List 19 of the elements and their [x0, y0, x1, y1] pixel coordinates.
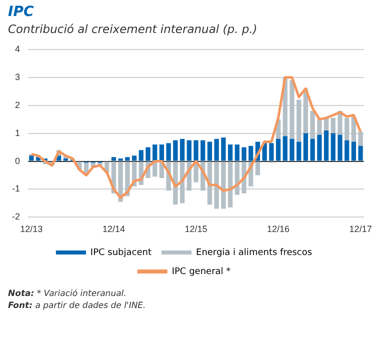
- chart-title: IPC: [8, 4, 35, 20]
- y-tick-label: 3: [14, 72, 20, 82]
- y-tick-label: 0: [14, 156, 20, 166]
- y-tick-label: -2: [12, 212, 20, 222]
- x-tick-label: 12/16: [267, 224, 290, 234]
- x-tick-label: 12/13: [20, 224, 43, 234]
- chart-subtitle: Contribució al creixement interanual (p. p.): [8, 22, 258, 36]
- y-tick-label: 2: [14, 100, 20, 110]
- legend-label: IPC subjacent: [90, 248, 152, 258]
- y-tick-label: 1: [14, 128, 20, 138]
- x-tick-label: 12/14: [102, 224, 125, 234]
- y-tick-label: -1: [12, 184, 20, 194]
- legend-label: Energia i aliments frescos: [196, 248, 312, 258]
- text: Font: a partir de dades de l'INE.: [8, 300, 147, 312]
- y-tick-label: 4: [14, 44, 20, 54]
- legend-label: IPC general *: [172, 266, 232, 277]
- x-tick-label: 12/15: [184, 224, 208, 234]
- text: Nota: * Variació interanual.: [8, 288, 128, 300]
- x-tick-label: 12/17: [349, 224, 372, 234]
